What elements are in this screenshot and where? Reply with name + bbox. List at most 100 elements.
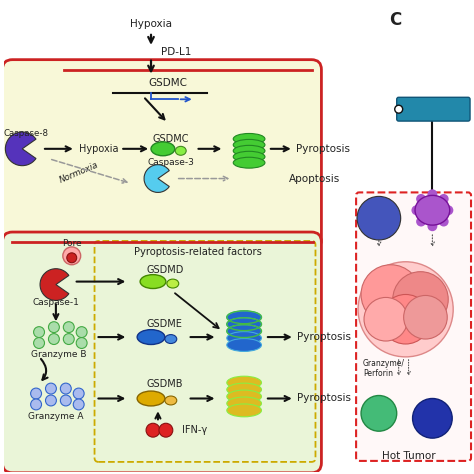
Circle shape xyxy=(361,265,420,324)
Ellipse shape xyxy=(165,396,177,405)
Circle shape xyxy=(31,399,42,410)
Circle shape xyxy=(393,214,401,222)
Wedge shape xyxy=(40,269,69,301)
Text: Hypoxia: Hypoxia xyxy=(79,144,118,154)
Text: Tum: Tum xyxy=(422,104,442,114)
Text: Hypoxia: Hypoxia xyxy=(130,19,172,29)
Ellipse shape xyxy=(151,142,175,156)
Circle shape xyxy=(146,423,160,437)
Circle shape xyxy=(76,327,87,337)
Circle shape xyxy=(357,214,365,222)
Ellipse shape xyxy=(233,157,265,168)
Text: Caspase-1: Caspase-1 xyxy=(32,298,79,307)
Circle shape xyxy=(428,189,438,199)
Circle shape xyxy=(444,205,453,215)
Ellipse shape xyxy=(227,397,262,410)
Circle shape xyxy=(439,217,449,227)
Ellipse shape xyxy=(227,332,262,345)
Circle shape xyxy=(64,334,74,345)
Circle shape xyxy=(439,194,449,204)
Wedge shape xyxy=(144,164,169,192)
Text: Granzyme/
Perforin: Granzyme/ Perforin xyxy=(363,359,405,378)
Text: Pyroptosis-related factors: Pyroptosis-related factors xyxy=(134,247,262,257)
Ellipse shape xyxy=(137,329,165,345)
Circle shape xyxy=(384,230,392,238)
Ellipse shape xyxy=(227,338,262,351)
Circle shape xyxy=(159,423,173,437)
Text: Pore: Pore xyxy=(62,239,82,248)
Ellipse shape xyxy=(233,134,265,145)
Circle shape xyxy=(361,395,397,431)
Circle shape xyxy=(46,395,56,406)
Circle shape xyxy=(366,199,374,206)
Ellipse shape xyxy=(140,274,166,289)
Circle shape xyxy=(63,247,81,265)
FancyBboxPatch shape xyxy=(2,60,321,250)
Ellipse shape xyxy=(227,376,262,389)
Circle shape xyxy=(34,327,45,337)
Ellipse shape xyxy=(233,151,265,162)
Circle shape xyxy=(416,217,426,227)
Text: DC: DC xyxy=(425,205,440,215)
Circle shape xyxy=(73,399,84,410)
Ellipse shape xyxy=(415,195,450,225)
Ellipse shape xyxy=(227,311,262,324)
Text: Granzyme B: Granzyme B xyxy=(31,350,87,359)
Text: Granzyme A: Granzyme A xyxy=(28,412,83,421)
Text: GSDMD: GSDMD xyxy=(146,264,183,275)
Text: Caspase-8: Caspase-8 xyxy=(4,129,49,138)
Text: GSDME: GSDME xyxy=(147,319,183,329)
Text: GSDMC: GSDMC xyxy=(148,78,187,89)
Circle shape xyxy=(416,194,426,204)
FancyBboxPatch shape xyxy=(356,192,471,461)
Ellipse shape xyxy=(165,335,177,344)
Circle shape xyxy=(366,230,374,238)
Ellipse shape xyxy=(233,146,265,156)
Text: GSDMC: GSDMC xyxy=(153,134,189,144)
Circle shape xyxy=(411,205,421,215)
Text: GSDMB: GSDMB xyxy=(146,379,183,389)
Circle shape xyxy=(381,294,430,344)
Text: C: C xyxy=(390,11,402,29)
Circle shape xyxy=(73,388,84,399)
Circle shape xyxy=(67,253,77,263)
Circle shape xyxy=(31,388,42,399)
Circle shape xyxy=(364,298,408,341)
Circle shape xyxy=(393,272,448,327)
Ellipse shape xyxy=(137,391,165,406)
Ellipse shape xyxy=(227,318,262,331)
FancyBboxPatch shape xyxy=(397,97,470,121)
Ellipse shape xyxy=(227,404,262,417)
Ellipse shape xyxy=(227,390,262,403)
Circle shape xyxy=(384,199,392,206)
Circle shape xyxy=(358,262,453,357)
Text: NK1: NK1 xyxy=(422,414,443,423)
Text: Pyroptosis: Pyroptosis xyxy=(297,332,351,342)
FancyBboxPatch shape xyxy=(2,232,321,473)
Text: IFN-γ: IFN-γ xyxy=(182,425,207,435)
Ellipse shape xyxy=(227,383,262,396)
Wedge shape xyxy=(5,132,36,166)
Circle shape xyxy=(60,383,71,394)
Circle shape xyxy=(412,399,452,438)
Text: Pyroptosis: Pyroptosis xyxy=(297,393,351,403)
Circle shape xyxy=(46,383,56,394)
Circle shape xyxy=(395,105,403,113)
Text: Normoxia: Normoxia xyxy=(58,160,100,185)
Text: PD-L1: PD-L1 xyxy=(161,47,191,57)
Text: Hot Tumor: Hot Tumor xyxy=(382,451,436,461)
Circle shape xyxy=(48,322,59,333)
Circle shape xyxy=(428,221,438,231)
Circle shape xyxy=(34,337,45,348)
Ellipse shape xyxy=(227,325,262,337)
Circle shape xyxy=(48,334,59,345)
Text: Pyroptosis: Pyroptosis xyxy=(296,144,350,154)
Circle shape xyxy=(60,395,71,406)
Text: T: T xyxy=(375,409,383,419)
Circle shape xyxy=(64,322,74,333)
Text: Caspase-3: Caspase-3 xyxy=(147,158,194,167)
Circle shape xyxy=(404,295,447,339)
Circle shape xyxy=(76,337,87,348)
Text: Apoptosis: Apoptosis xyxy=(289,173,340,183)
Ellipse shape xyxy=(175,146,186,155)
